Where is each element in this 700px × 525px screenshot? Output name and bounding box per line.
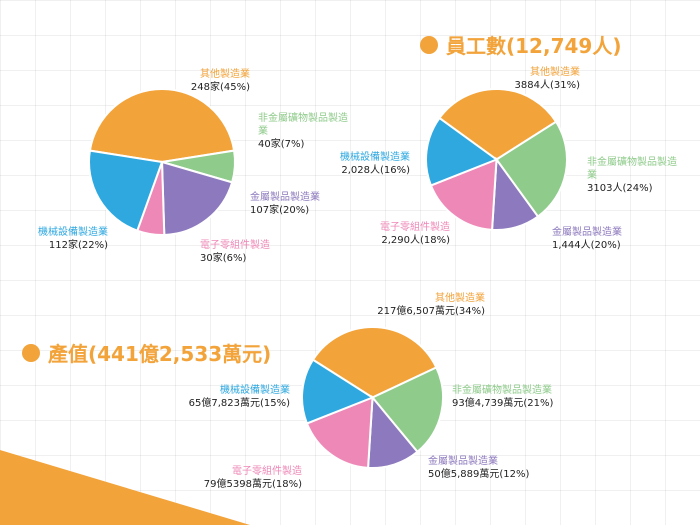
pie-slice-other <box>438 88 558 161</box>
slice-name: 非金屬礦物製品製造業 <box>258 113 348 137</box>
pie1-label-nonmetal: 非金屬礦物製品製造業 3103人(24%) <box>587 156 677 195</box>
slice-value: 30家(6%) <box>200 253 247 264</box>
pie-slice-machinery <box>88 149 164 232</box>
pie-slice-metal <box>160 160 234 236</box>
slice-value: 93億4,739萬元(21%) <box>452 398 554 409</box>
slice-name: 非金屬礦物製品製造業 <box>452 385 552 396</box>
output-title-text: 產值(441億2,533萬元) <box>48 342 272 366</box>
pie2-label-other: 其他製造業 217億6,507萬元(34%) <box>355 292 485 318</box>
slice-name: 其他製造業 <box>200 69 250 80</box>
output-title: 產值(441億2,533萬元) <box>22 338 271 367</box>
bullet-dot-icon <box>22 343 40 362</box>
pie2-label-metal: 金屬製品製造業 50億5,889萬元(12%) <box>428 455 538 481</box>
slice-name: 其他製造業 <box>435 293 485 304</box>
slice-value: 65億7,823萬元(15%) <box>188 398 290 409</box>
slice-value: 107家(20%) <box>250 205 310 216</box>
slice-name: 機械設備製造業 <box>220 385 290 396</box>
slice-value: 248家(45%) <box>190 82 250 93</box>
pie0-label-machinery: 機械設備製造業 112家(22%) <box>18 226 108 252</box>
slice-value: 50億5,889萬元(12%) <box>428 469 530 480</box>
slice-value: 40家(7%) <box>258 139 305 150</box>
slice-name: 金屬製品製造業 <box>428 456 498 467</box>
pie-slice-nonmetal <box>370 366 444 454</box>
pie-slice-electronics <box>429 157 498 231</box>
bullet-dot-icon <box>420 35 438 54</box>
pie1-label-metal: 金屬製品製造業 1,444人(20%) <box>552 226 642 252</box>
pie-slice-machinery <box>301 358 375 425</box>
employees-title: 員工數(12,749人) <box>420 30 621 59</box>
slice-value: 112家(22%) <box>48 240 108 251</box>
pie2-label-electronics: 電子零組件製造 79億5398萬元(18%) <box>190 465 302 491</box>
slice-name: 機械設備製造業 <box>340 152 410 163</box>
slice-name: 金屬製品製造業 <box>250 192 320 203</box>
pie1-label-other: 其他製造業 3884人(31%) <box>500 66 580 92</box>
pie0-label-other: 其他製造業 248家(45%) <box>170 68 250 94</box>
slice-value: 3103人(24%) <box>587 183 653 194</box>
pie1-label-machinery: 機械設備製造業 2,028人(16%) <box>320 151 410 177</box>
pie2-label-machinery: 機械設備製造業 65億7,823萬元(15%) <box>178 384 290 410</box>
slice-name: 電子零組件製造 <box>200 240 270 251</box>
pie-slice-other <box>88 88 236 164</box>
slice-value: 2,290人(18%) <box>381 235 450 246</box>
slice-value: 2,028人(16%) <box>341 165 410 176</box>
slice-name: 電子零組件製造 <box>232 466 302 477</box>
slice-value: 3884人(31%) <box>514 80 580 91</box>
pie1-label-electronics: 電子零組件製造 2,290人(18%) <box>360 221 450 247</box>
employees-pie-chart <box>425 88 568 231</box>
companies-pie-chart <box>88 88 236 236</box>
output-pie-chart <box>301 326 444 469</box>
slice-value: 1,444人(20%) <box>552 240 621 251</box>
slice-value: 217億6,507萬元(34%) <box>377 306 485 317</box>
pie-slice-electronics <box>305 395 374 469</box>
pie0-label-nonmetal: 非金屬礦物製品製造業 40家(7%) <box>258 112 348 151</box>
pie-slice-machinery <box>425 116 499 187</box>
slice-value: 79億5398萬元(18%) <box>203 479 302 490</box>
slice-name: 其他製造業 <box>530 67 580 78</box>
pie0-label-metal: 金屬製品製造業 107家(20%) <box>250 191 340 217</box>
pie2-label-nonmetal: 非金屬礦物製品製造業 93億4,739萬元(21%) <box>452 384 562 410</box>
pie-slice-nonmetal <box>495 120 568 218</box>
pie-slice-other <box>311 326 438 399</box>
employees-title-text: 員工數(12,749人) <box>446 34 622 58</box>
pie0-label-electronics: 電子零組件製造 30家(6%) <box>200 239 290 265</box>
slice-name: 非金屬礦物製品製造業 <box>587 157 677 181</box>
slice-name: 電子零組件製造 <box>380 222 450 233</box>
slice-name: 金屬製品製造業 <box>552 227 622 238</box>
slice-name: 機械設備製造業 <box>38 227 108 238</box>
